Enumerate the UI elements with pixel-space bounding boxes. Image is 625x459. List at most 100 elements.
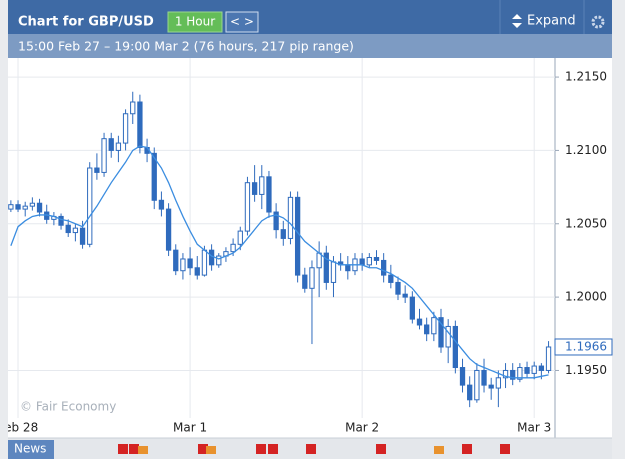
candle-body: [122, 113, 129, 144]
candle-body: [15, 204, 21, 210]
timeframe-button[interactable]: [167, 11, 223, 33]
news-icon[interactable]: [462, 444, 472, 454]
candle-body: [165, 208, 172, 251]
candle-body: [345, 264, 351, 272]
news-icon[interactable]: [129, 444, 139, 454]
candle-body: [538, 365, 545, 371]
news-icon[interactable]: [306, 444, 316, 454]
candle-body: [510, 369, 516, 380]
candle-body: [137, 101, 143, 148]
candle-body: [273, 211, 279, 231]
candle-body: [108, 138, 114, 151]
candle-body: [72, 227, 79, 234]
candle-body: [208, 249, 215, 266]
chart-title: Chart for GBP/USD: [18, 15, 154, 30]
candle-body: [180, 258, 186, 272]
candle-body: [287, 196, 294, 239]
candle-body: [488, 384, 494, 389]
y-tick-label: 1.2050: [565, 216, 607, 230]
candle-body: [187, 258, 193, 269]
candle-body: [266, 176, 272, 213]
moving-average: [10, 145, 549, 379]
candle-body: [294, 196, 301, 276]
candle-body: [452, 325, 459, 369]
current-price-label: 1.1966: [565, 339, 607, 353]
candle-body: [502, 369, 509, 379]
candle-body: [237, 230, 243, 245]
candle-body: [409, 296, 415, 320]
candle-body: [330, 261, 337, 283]
y-tick-label: 1.2150: [565, 70, 607, 84]
news-icon[interactable]: [500, 444, 510, 454]
candle-body: [302, 274, 308, 289]
candle-body: [309, 267, 315, 289]
watermark: © Fair Economy: [20, 400, 116, 414]
candle-body: [438, 317, 444, 348]
candle-body: [531, 365, 537, 374]
candle-body: [115, 142, 122, 151]
settings-icon[interactable]: [591, 15, 605, 29]
candle-body: [366, 257, 372, 266]
news-icon[interactable]: [434, 446, 444, 454]
candle-body: [474, 369, 480, 401]
candle-body: [22, 205, 28, 210]
news-icons: [118, 444, 510, 454]
candle-body: [323, 252, 329, 283]
news-button[interactable]: [8, 440, 54, 459]
news-icon[interactable]: [118, 444, 128, 454]
candle-body: [495, 377, 502, 389]
current-price-box: [554, 338, 613, 356]
x-tick-label: Feb 28: [0, 421, 38, 435]
candle-body: [173, 249, 179, 272]
nav-label[interactable]: < >: [230, 15, 254, 29]
plot-background: [8, 58, 612, 438]
news-icon[interactable]: [198, 444, 208, 454]
candle-body: [65, 224, 71, 234]
candle-body: [8, 204, 14, 210]
candle-body: [230, 243, 236, 253]
x-tick-label: Mar 3: [517, 421, 551, 435]
candle-body: [101, 138, 107, 173]
subheader-bar: [8, 34, 612, 58]
candle-body: [216, 255, 222, 266]
news-icon[interactable]: [138, 446, 148, 454]
candle-body: [79, 227, 86, 245]
news-icon[interactable]: [256, 444, 266, 454]
candle-body: [194, 267, 200, 276]
plot: Feb 28 Mar 1 Mar 2 Mar 3: [0, 58, 555, 435]
candle-body: [36, 202, 43, 213]
candle-body: [244, 182, 251, 232]
candle-body: [94, 167, 100, 173]
candle-body: [424, 324, 430, 335]
candle-body: [259, 176, 265, 195]
axis: 1.2150 1.2100 1.2050 1.2000 1.1950 1.1966: [554, 70, 613, 377]
candle-body: [381, 259, 387, 276]
candle-body: [87, 167, 93, 245]
expand-label[interactable]: Expand: [527, 14, 576, 29]
y-tick-label: 1.2100: [565, 143, 607, 157]
y-tick-label: 1.2000: [565, 290, 607, 304]
news-icon[interactable]: [268, 444, 278, 454]
candle-body: [467, 384, 473, 401]
candle-body: [251, 182, 258, 195]
y-tick-label: 1.1950: [565, 363, 607, 377]
candle-body: [402, 293, 408, 298]
candle-body: [316, 252, 322, 269]
candle-body: [130, 101, 136, 115]
candle-body: [151, 152, 157, 201]
news-icon[interactable]: [206, 446, 216, 454]
news-label[interactable]: News: [14, 442, 46, 456]
news-icon[interactable]: [376, 444, 386, 454]
candle-body: [545, 346, 552, 371]
expand-icon[interactable]: [512, 14, 522, 28]
header-bar: [8, 0, 612, 34]
candle-body: [459, 367, 466, 386]
candle-body: [524, 367, 530, 374]
timeframe-label[interactable]: 1 Hour: [175, 15, 215, 29]
candle-body: [395, 281, 401, 295]
candle-body: [158, 199, 165, 210]
nav-button[interactable]: [225, 11, 259, 33]
candle-body: [58, 215, 64, 226]
